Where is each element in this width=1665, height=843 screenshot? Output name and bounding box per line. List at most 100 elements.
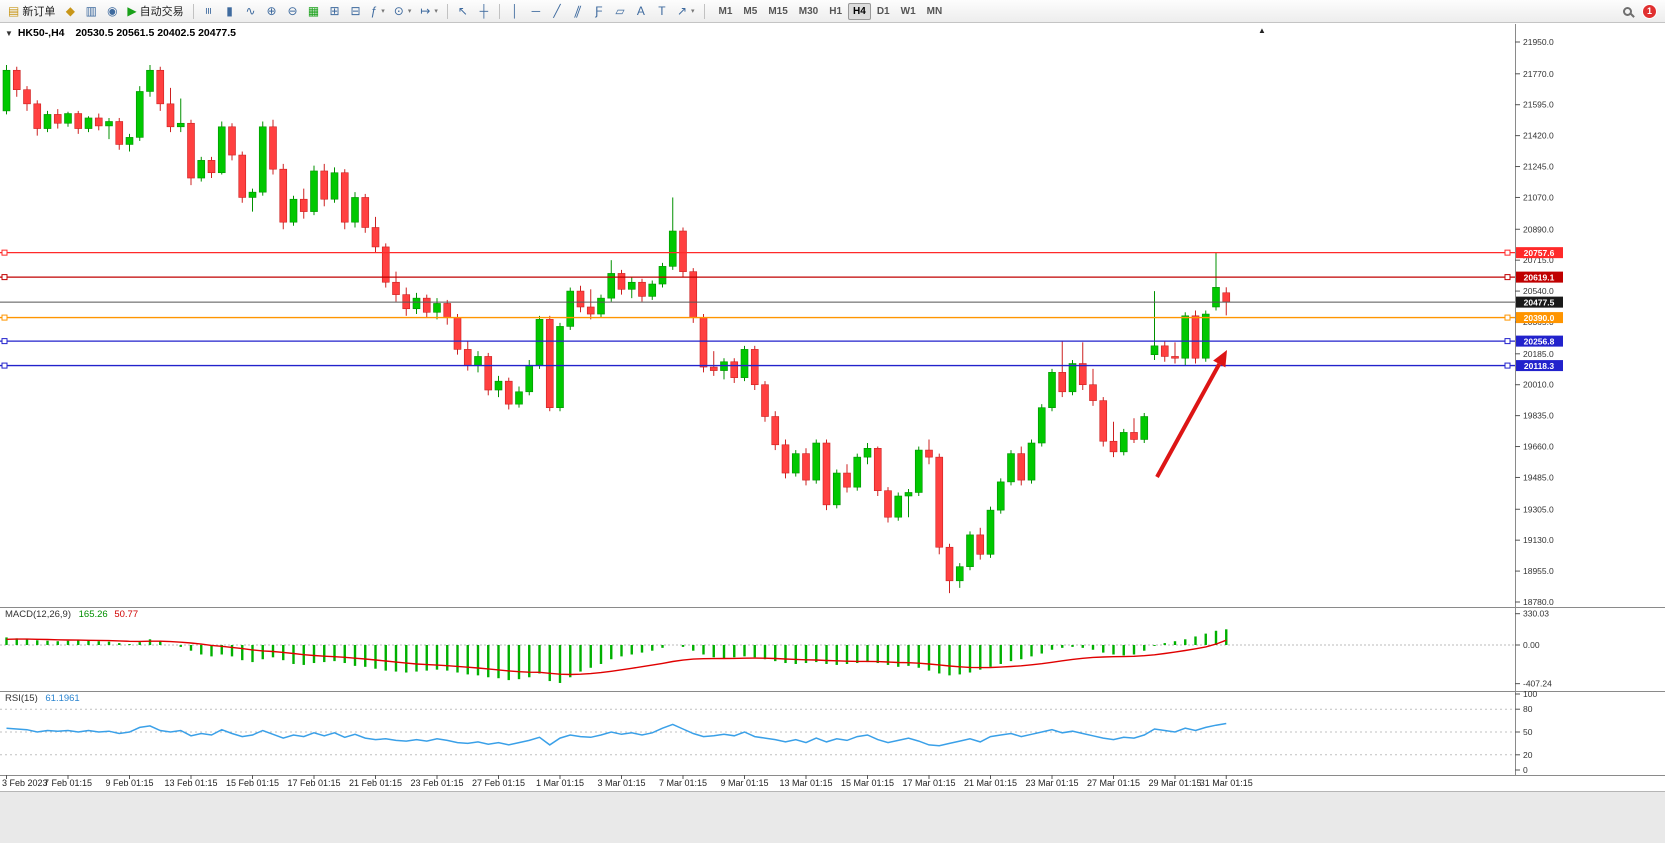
community-button[interactable]: ◉: [102, 2, 122, 21]
candle-body: [1068, 363, 1077, 393]
candle-chart-button[interactable]: ▮: [220, 2, 240, 21]
channel-icon: ∥: [572, 4, 584, 18]
hline-handle[interactable]: [1504, 362, 1511, 369]
timeframe-mn[interactable]: MN: [926, 5, 943, 17]
price-scale-label: 19835.0: [1523, 411, 1554, 421]
profiles-button[interactable]: ◆: [60, 2, 80, 21]
candle-body: [1099, 400, 1108, 442]
candle-body: [699, 317, 708, 368]
templates-button[interactable]: ↦ ▾: [416, 2, 442, 21]
periods-button[interactable]: ⊙ ▾: [390, 2, 416, 21]
candle-body: [904, 492, 913, 497]
price-tag: [1516, 296, 1563, 308]
hline-handle[interactable]: [1504, 274, 1511, 281]
fibonacci-button[interactable]: Ƒ: [589, 2, 609, 21]
bar-chart-icon: ≡: [201, 7, 216, 15]
trendline-button[interactable]: ╱: [547, 2, 567, 21]
cursor-button[interactable]: ↖: [453, 2, 473, 21]
candle-body: [1119, 432, 1128, 453]
crosshair-button[interactable]: ┼: [474, 2, 494, 21]
collapse-icon[interactable]: ▼: [5, 29, 13, 38]
candle-body: [217, 126, 226, 174]
macd-indicator-label: MACD(12,26,9) 165.26 50.77: [5, 609, 138, 620]
vertical-line-button[interactable]: │: [505, 2, 525, 21]
zoom-out-button[interactable]: ⊖: [283, 2, 303, 21]
price-scale-label: 21950.0: [1523, 37, 1554, 47]
hline-handle[interactable]: [1504, 314, 1511, 321]
price-tag: [1516, 312, 1563, 324]
shapes-button[interactable]: ▱: [610, 2, 630, 21]
candle-body: [269, 126, 277, 170]
hline-handle[interactable]: [1, 338, 8, 345]
price-scale-label: 20010.0: [1523, 380, 1554, 390]
price-scale-label: 20715.0: [1523, 255, 1554, 265]
timeframe-m30[interactable]: M30: [798, 5, 819, 17]
hline-handle[interactable]: [1, 274, 8, 281]
tile-windows-button[interactable]: ⊞: [325, 2, 345, 21]
candle-body: [197, 160, 206, 179]
zoom-in-icon: ⊕: [266, 4, 277, 18]
dropdown-icon: ▾: [434, 8, 438, 15]
hline-handle[interactable]: [1504, 338, 1511, 345]
time-axis-label: 31 Mar 01:15: [1200, 778, 1253, 788]
horizontal-scrollbar[interactable]: [0, 791, 1665, 843]
bar-chart-button[interactable]: ≡: [199, 2, 219, 21]
new-order-label: 新订单: [22, 6, 56, 18]
zoom-out-icon: ⊖: [287, 4, 298, 18]
hline-handle[interactable]: [1, 249, 8, 256]
channel-button[interactable]: ∥: [568, 2, 588, 21]
candle-body: [494, 380, 503, 391]
timeframe-h4[interactable]: H4: [848, 2, 871, 20]
hline-handle[interactable]: [1504, 249, 1511, 256]
candle-body: [1017, 453, 1026, 481]
notification-badge[interactable]: 1: [1642, 3, 1657, 19]
candle-body: [1109, 440, 1118, 453]
candle-body: [1007, 453, 1015, 483]
candle-body: [586, 306, 595, 315]
price-scale-label: 19305.0: [1523, 504, 1554, 514]
cascade-windows-button[interactable]: ⊟: [346, 2, 366, 21]
time-axis-label: 9 Feb 01:15: [105, 778, 153, 788]
timeframe-h1[interactable]: H1: [829, 5, 843, 17]
candle-body: [689, 271, 698, 318]
hline-handle[interactable]: [1, 362, 8, 369]
auto-arrange-button[interactable]: ▦: [304, 2, 324, 21]
auto-trading-button[interactable]: ▶ 自动交易: [123, 2, 187, 21]
timeframe-d1[interactable]: D1: [876, 5, 890, 17]
candle-body: [1078, 363, 1087, 386]
search-button[interactable]: [1617, 2, 1637, 21]
annotation-arrow-head[interactable]: [1213, 350, 1227, 368]
candle-body: [566, 290, 575, 327]
zoom-in-button[interactable]: ⊕: [262, 2, 282, 21]
horizontal-line-button[interactable]: ─: [526, 2, 546, 21]
hline-handle[interactable]: [1, 314, 8, 321]
candle-body: [535, 319, 544, 366]
timeframe-w1[interactable]: W1: [900, 5, 916, 17]
candle-body: [43, 114, 52, 129]
play-icon: ▶: [127, 4, 137, 18]
arrows-tool-button[interactable]: ↗ ▾: [673, 2, 699, 21]
time-axis-label: 9 Mar 01:15: [720, 778, 768, 788]
text-tool-button[interactable]: A: [631, 2, 651, 21]
timeframe-m15[interactable]: M15: [768, 5, 788, 17]
charts-button[interactable]: ▥: [81, 2, 101, 21]
timeframe-m1[interactable]: M1: [718, 5, 733, 17]
candle-body: [730, 361, 739, 378]
price-tag-label: 20118.3: [1524, 361, 1555, 371]
candle-body: [812, 442, 821, 481]
indicators-button[interactable]: ƒ ▾: [367, 2, 389, 21]
candle-body: [474, 356, 482, 366]
scroll-to-end-marker[interactable]: ▲: [1258, 26, 1266, 35]
candle-body: [863, 448, 872, 458]
candle-body: [638, 281, 646, 297]
candle-body: [94, 117, 103, 127]
timeframe-m5[interactable]: M5: [743, 5, 758, 17]
new-order-button[interactable]: ▤ 新订单: [4, 2, 59, 21]
candle-body: [802, 453, 810, 481]
label-tool-button[interactable]: T: [652, 2, 672, 21]
line-chart-button[interactable]: ∿: [241, 2, 261, 21]
candle-body: [740, 349, 749, 378]
annotation-arrow-shaft[interactable]: [1155, 363, 1222, 478]
time-axis-label: 23 Mar 01:15: [1025, 778, 1078, 788]
